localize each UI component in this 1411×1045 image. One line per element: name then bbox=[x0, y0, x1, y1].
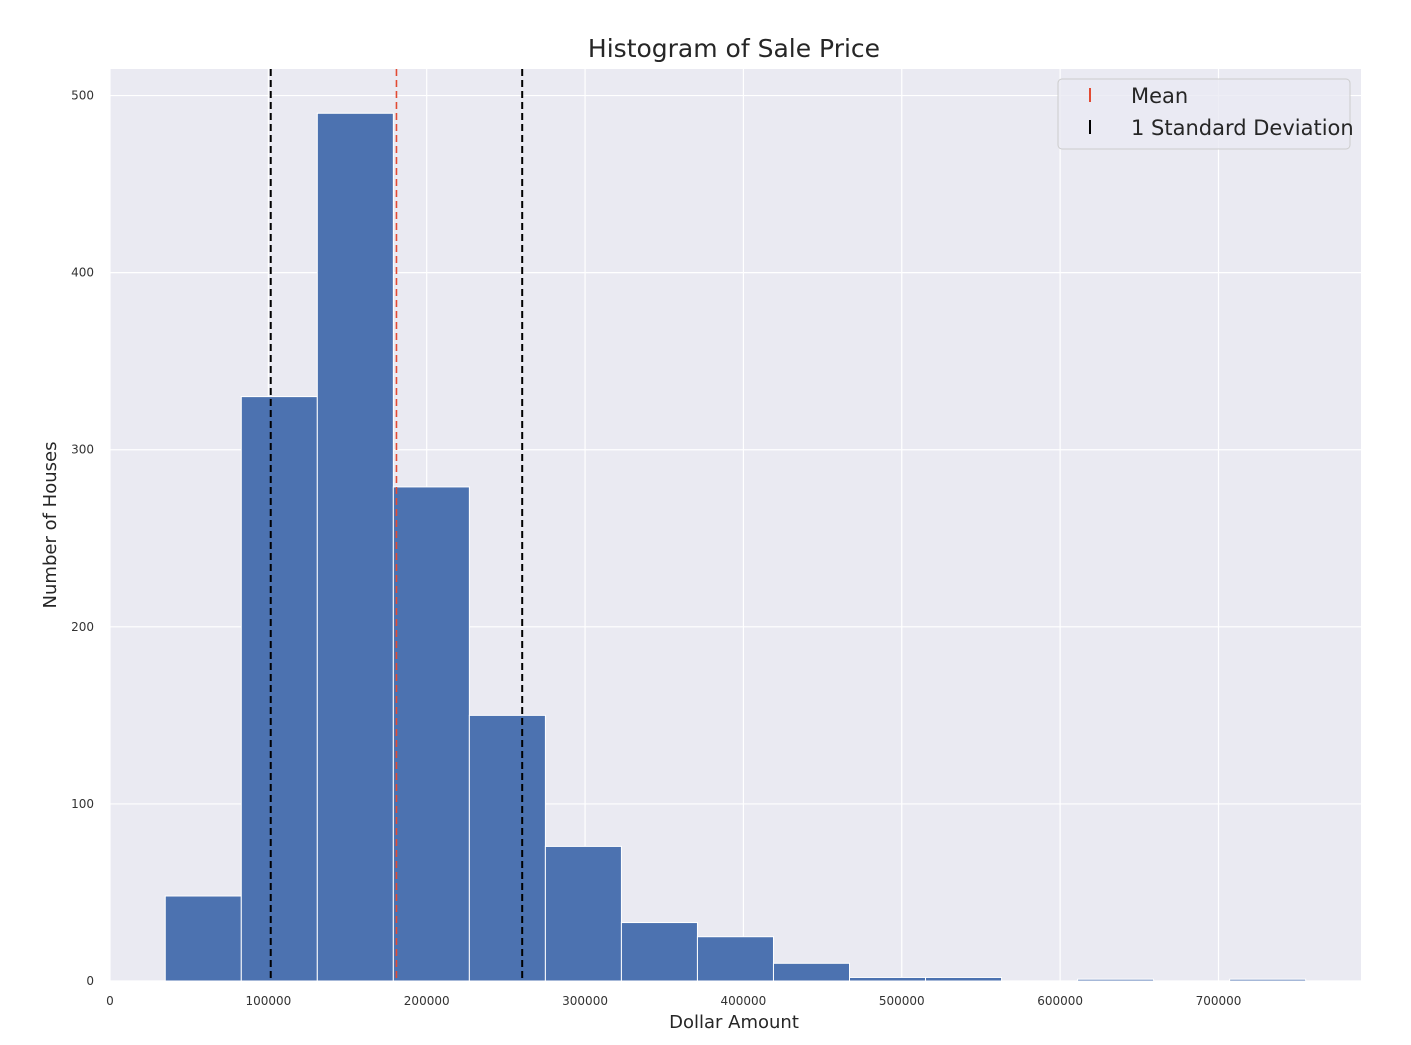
x-tick-label-6: 600000 bbox=[1037, 994, 1083, 1008]
histogram-bar-3 bbox=[392, 486, 470, 982]
x-tick-label-0: 0 bbox=[106, 994, 114, 1008]
x-tick-label-7: 700000 bbox=[1196, 994, 1242, 1008]
histogram-bar-0 bbox=[164, 895, 242, 982]
histogram-bar-4 bbox=[468, 714, 546, 982]
legend-box bbox=[1057, 78, 1351, 150]
histogram-bar-10 bbox=[925, 976, 1003, 982]
x-tick-label-3: 300000 bbox=[562, 994, 608, 1008]
legend-mean-label: Mean bbox=[1131, 84, 1188, 108]
x-axis-title: Dollar Amount bbox=[669, 1012, 799, 1033]
histogram-bar-8 bbox=[772, 962, 850, 982]
histogram-bar-5 bbox=[544, 845, 622, 982]
x-tick-label-4: 400000 bbox=[721, 994, 767, 1008]
histogram-bar-9 bbox=[848, 976, 927, 982]
x-tick-label-2: 200000 bbox=[404, 994, 450, 1008]
y-tick-labels: 0 100 200 300 400 500 bbox=[71, 89, 94, 988]
y-axis-title: Number of Houses bbox=[40, 442, 61, 609]
bars bbox=[164, 112, 1307, 982]
x-tick-label-1: 100000 bbox=[245, 994, 291, 1008]
y-tick-label-1: 100 bbox=[71, 797, 94, 811]
histogram-bar-2 bbox=[316, 112, 394, 982]
histogram-bar-6 bbox=[620, 922, 698, 982]
y-tick-label-4: 400 bbox=[71, 266, 94, 280]
reference-lines bbox=[269, 69, 524, 981]
x-tick-label-5: 500000 bbox=[879, 994, 925, 1008]
y-tick-label-3: 300 bbox=[71, 443, 94, 457]
legend-std-label: 1 Standard Deviation bbox=[1131, 116, 1354, 140]
x-tick-labels: 0 100000 200000 300000 400000 500000 600000 700… bbox=[106, 994, 1241, 1008]
chart-title: Histogram of Sale Price bbox=[588, 34, 880, 63]
histogram-bar-7 bbox=[696, 936, 774, 982]
histogram-bar-14 bbox=[1229, 978, 1307, 982]
histogram-bar-12 bbox=[1077, 978, 1155, 982]
y-tick-label-0: 0 bbox=[86, 974, 94, 988]
y-tick-label-5: 500 bbox=[71, 89, 94, 103]
legend: Mean 1 Standard Deviation bbox=[1057, 78, 1354, 150]
histogram-bar-1 bbox=[240, 396, 318, 982]
y-tick-label-2: 200 bbox=[71, 620, 94, 634]
